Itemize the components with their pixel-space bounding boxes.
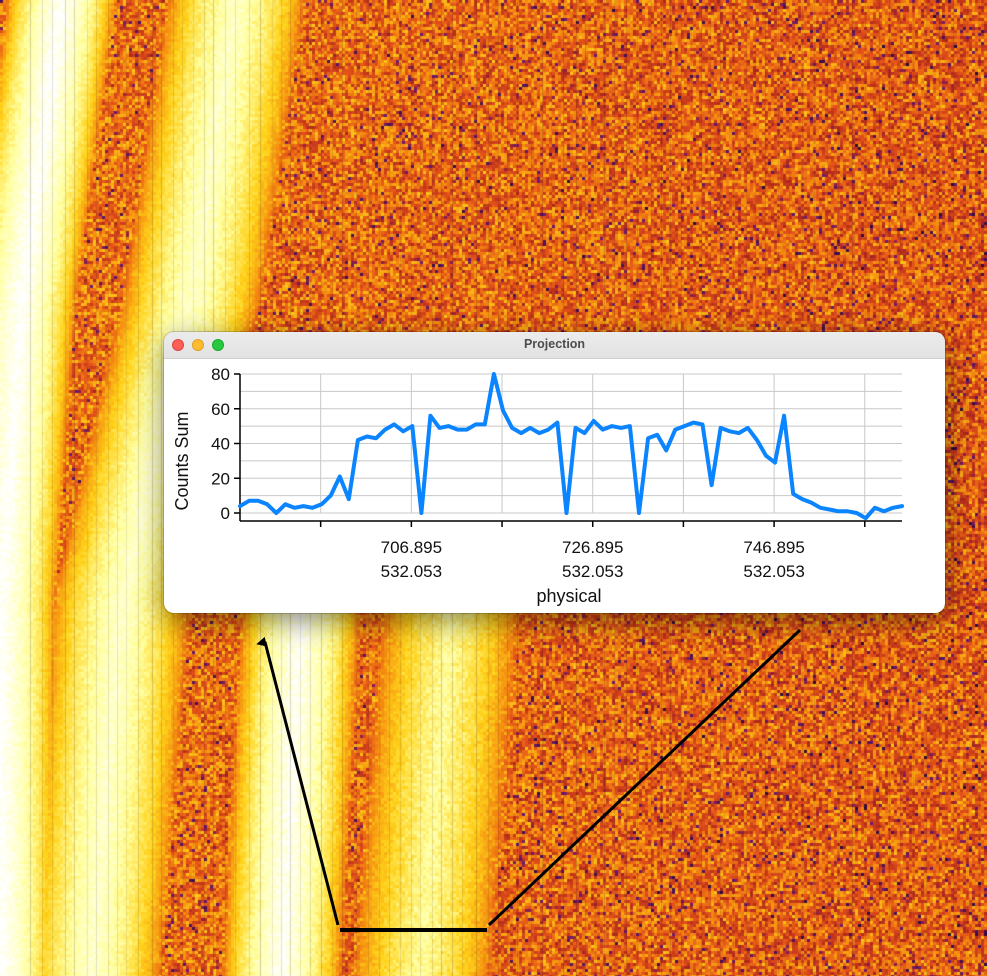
x-tick-label-bottom: 532.053 <box>743 562 804 581</box>
y-tick-label: 60 <box>211 400 230 419</box>
zoom-button[interactable] <box>212 339 224 351</box>
x-axis-label: physical <box>536 586 601 606</box>
window-titlebar[interactable]: Projection <box>164 332 945 359</box>
projection-region[interactable] <box>256 628 802 932</box>
y-tick-label: 80 <box>211 365 230 384</box>
projection-window[interactable]: Projection 0 20 40 60 80 706.895 532.053 726.8… <box>164 332 945 613</box>
x-tick-label-bottom: 532.053 <box>381 562 442 581</box>
series-line <box>238 372 904 521</box>
x-tick-label-top: 746.895 <box>743 538 804 557</box>
minimize-button[interactable] <box>192 339 204 351</box>
plot-grid <box>240 373 902 514</box>
projection-plot[interactable]: 0 20 40 60 80 706.895 532.053 726.895 532.053 74… <box>164 359 945 613</box>
x-tick-labels: 706.895 532.053 726.895 532.053 746.895 532.0… <box>381 538 805 581</box>
x-tick-label-top: 706.895 <box>381 538 442 557</box>
y-tick-label: 20 <box>211 469 230 488</box>
close-button[interactable] <box>172 339 184 351</box>
window-title: Projection <box>523 337 586 351</box>
y-tick-labels: 0 20 40 60 80 <box>211 365 230 523</box>
projection-width-arrow[interactable] <box>256 636 340 926</box>
plot-axes <box>234 373 902 527</box>
projection-width-line[interactable] <box>487 628 802 927</box>
y-tick-label: 0 <box>221 504 230 523</box>
x-tick-label-bottom: 532.053 <box>562 562 623 581</box>
x-tick-label-top: 726.895 <box>562 538 623 557</box>
y-axis-label: Counts Sum <box>172 411 192 510</box>
y-tick-label: 40 <box>211 435 230 454</box>
